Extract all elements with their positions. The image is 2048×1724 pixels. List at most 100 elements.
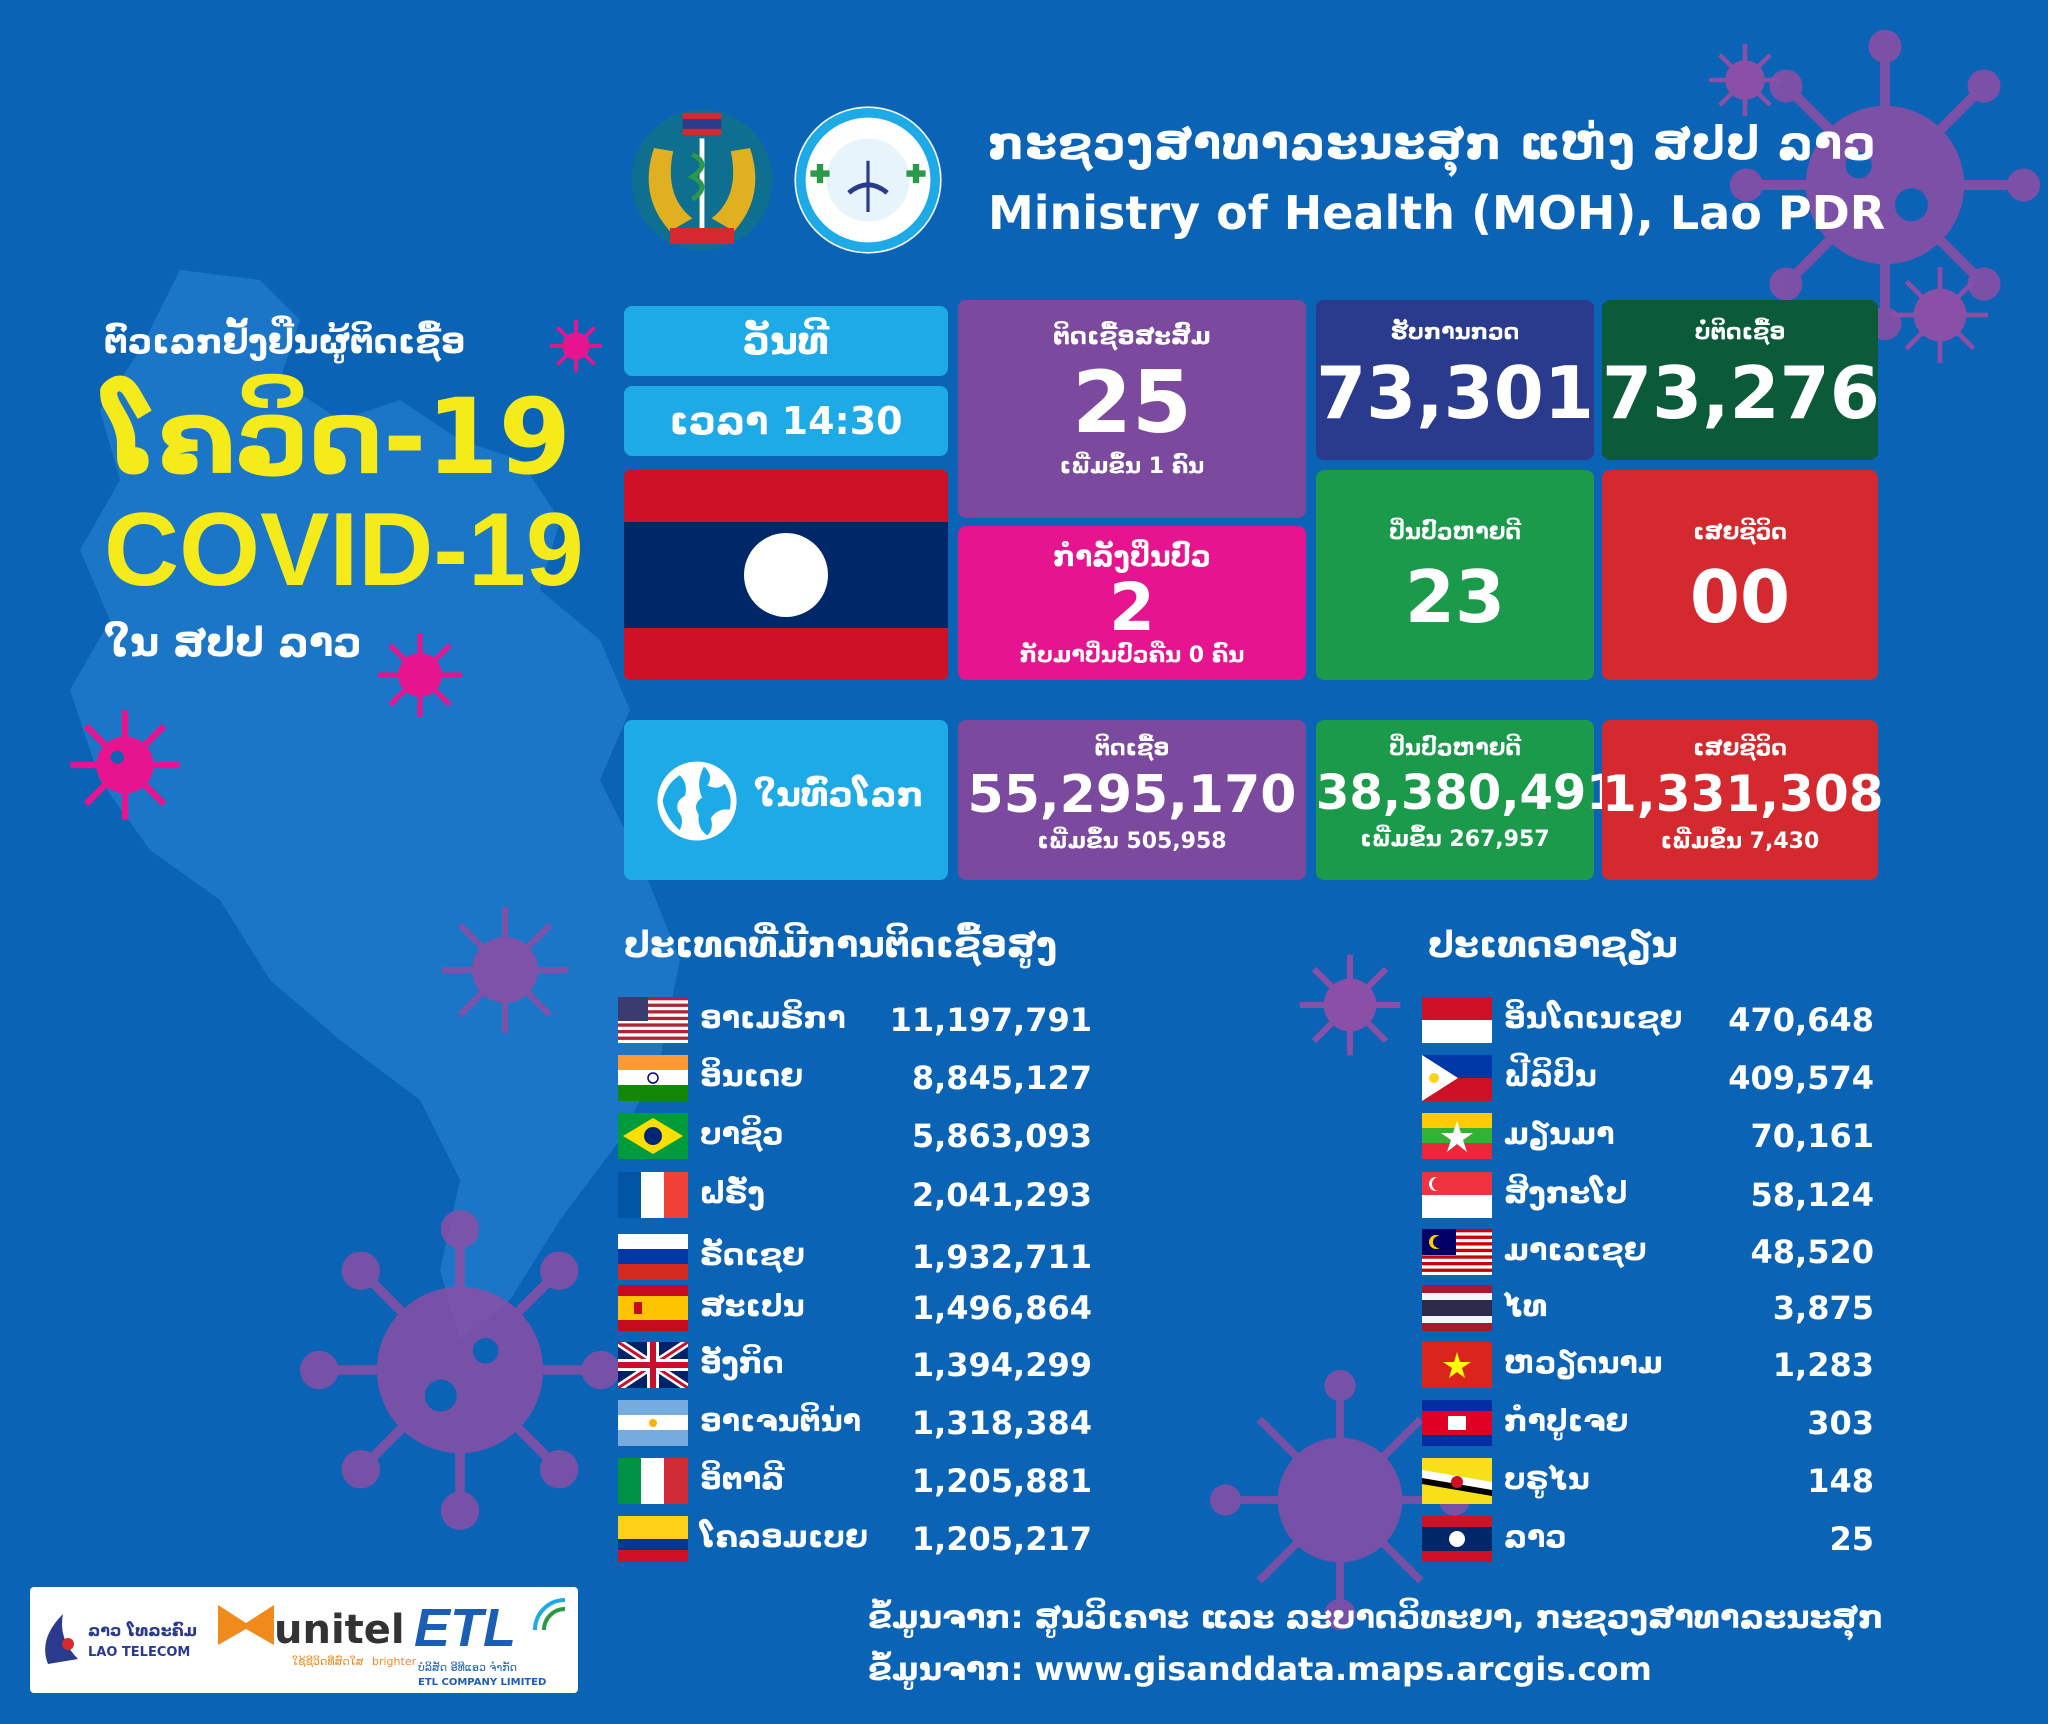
country-cases: 58,124 <box>1750 1176 1874 1214</box>
country-name: ຣັດເຊຍ <box>700 1238 805 1273</box>
flag-ru-icon <box>618 1234 688 1280</box>
lao-telecom-name-en: LAO TELECOM <box>88 1645 191 1660</box>
flag-ar-icon <box>618 1400 688 1446</box>
country-cases: 1,205,881 <box>911 1462 1092 1500</box>
asean-country-row: ມາເລເຊຍ 48,520 <box>1422 1227 1874 1277</box>
country-cases: 1,318,384 <box>911 1404 1092 1442</box>
flag-la-icon <box>1422 1516 1492 1562</box>
country-name: ຟີລິປິນ <box>1504 1059 1597 1094</box>
country-name: ອາເມຣິກາ <box>700 1001 846 1036</box>
country-cases: 409,574 <box>1728 1059 1874 1097</box>
country-cases: 11,197,791 <box>889 1001 1092 1039</box>
country-name: ມາເລເຊຍ <box>1504 1233 1647 1268</box>
top-country-row: ສະເປນ 1,496,864 <box>618 1283 1092 1333</box>
world-infected-label: ຕິດເຊື້ອ <box>1094 736 1170 761</box>
cumulative-value: 25 <box>1072 353 1192 453</box>
time-badge: ເວລາ 14:30 <box>624 386 948 456</box>
worldwide-panel: ໃນທົ່ວໂລກ <box>624 720 948 880</box>
country-name: ກຳປູເຈຍ <box>1504 1404 1629 1439</box>
tested-label: ຮັບການກວດ <box>1390 320 1520 345</box>
unitel-tagline-lao: ໃຊ້ຊີວິດທີ່ສົດໃສ <box>292 1655 364 1668</box>
globe-icon <box>657 761 737 841</box>
country-cases: 48,520 <box>1750 1233 1874 1271</box>
world-deaths-value: 1,331,308 <box>1602 765 1884 823</box>
flag-gb-icon <box>615 1338 691 1392</box>
country-cases: 470,648 <box>1728 1001 1874 1039</box>
country-cases: 8,845,127 <box>911 1059 1092 1097</box>
negative-panel: ບໍ່ຕິດເຊື້ອ 73,276 <box>1602 300 1880 460</box>
recovered-value: 23 <box>1404 555 1506 639</box>
country-name: ອິນໂດເນເຊຍ <box>1504 1001 1683 1036</box>
moh-emblem-logo <box>631 109 773 251</box>
flag-kh-icon <box>1422 1400 1492 1446</box>
etl-logo-text: ETL <box>414 1598 516 1658</box>
world-deaths-increase: ເພີ່ມຂຶ້ນ 7,430 <box>1660 829 1820 854</box>
world-deaths-label: ເສຍຊີວິດ <box>1693 736 1787 761</box>
flag-co-icon <box>618 1516 688 1562</box>
flag-sg-icon <box>1422 1172 1492 1218</box>
title-in-lao-pdr: ໃນ ສປປ ລາວ <box>104 620 362 666</box>
worldwide-label: ໃນທົ່ວໂລກ <box>754 775 924 815</box>
title-covid-lao: ໂຄວິດ-19 <box>104 376 572 498</box>
recovered-panel: ປິ່ນປົວຫາຍດີ 23 <box>1316 470 1594 680</box>
virus-graphic-pink-left <box>70 710 180 820</box>
etl-name-en: ETL COMPANY LIMITED <box>418 1677 547 1688</box>
world-recovered-value: 38,380,491 <box>1316 765 1620 821</box>
country-name: ອິນເດຍ <box>700 1059 804 1094</box>
lao-map-silhouette <box>70 270 680 1340</box>
active-label: ກຳລັງປິ່ນປົວ <box>1053 540 1211 573</box>
country-name: ອາເຈນຕິນ່າ <box>700 1404 862 1439</box>
cumulative-label: ຕິດເຊື້ອສະສົມ <box>1053 322 1211 350</box>
country-cases: 70,161 <box>1750 1117 1874 1155</box>
world-recovered-increase: ເພີ່ມຂຶ້ນ 267,957 <box>1360 827 1550 852</box>
virus-graphic-tiny-top <box>1709 44 1781 116</box>
etl-signal-icon <box>533 1598 566 1631</box>
top-country-row: ຝຣັ່ງ 2,041,293 <box>618 1170 1092 1220</box>
flag-in-icon <box>618 1055 688 1101</box>
flag-th-icon <box>1422 1285 1492 1331</box>
country-cases: 1,283 <box>1772 1346 1874 1384</box>
virus-graphic-purple-center <box>1299 954 1401 1056</box>
world-deaths-panel: ເສຍຊີວິດ 1,331,308 ເພີ່ມຂຶ້ນ 7,430 <box>1602 720 1884 880</box>
flag-ph-icon <box>1422 1055 1492 1101</box>
tested-value: 73,301 <box>1316 351 1594 435</box>
country-name: ບຣູໄນ <box>1504 1462 1590 1497</box>
country-cases: 25 <box>1829 1520 1874 1558</box>
virus-graphic-pink-small <box>549 319 603 373</box>
country-name: ລາວ <box>1504 1520 1567 1555</box>
top-country-row: ອິຕາລີ 1,205,881 <box>618 1456 1092 1506</box>
country-cases: 1,394,299 <box>911 1346 1092 1384</box>
deaths-value: 00 <box>1689 555 1791 639</box>
virus-graphic-bottom-center <box>1210 1370 1470 1630</box>
deaths-panel: ເສຍຊີວິດ 00 <box>1602 470 1878 680</box>
flag-my-icon <box>1422 1229 1492 1275</box>
country-cases: 2,041,293 <box>911 1176 1092 1214</box>
unitel-logo-icon <box>218 1605 274 1645</box>
world-recovered-label: ປິ່ນປົວຫາຍດີ <box>1388 736 1522 761</box>
country-name: ບາຊິວ <box>700 1117 784 1152</box>
flag-vn-icon <box>1422 1342 1492 1388</box>
top-country-row: ອາເຈນຕິນ່າ 1,318,384 <box>618 1398 1092 1448</box>
sponsor-logos: ລາວ ໂທລະຄົມ LAO TELECOM unitel ໃຊ້ຊີວິດທ… <box>30 1587 578 1693</box>
country-name: ອິຕາລີ <box>700 1462 785 1497</box>
flag-us-icon <box>618 997 688 1043</box>
top-countries-title: ປະເທດທີ່ມີການຕິດເຊື້ອສູງ <box>624 925 1058 966</box>
top-country-row: ຣັດເຊຍ 1,932,711 <box>618 1232 1092 1282</box>
cumulative-cases-panel: ຕິດເຊື້ອສະສົມ 25 ເພີ່ມຂຶ້ນ 1 ຄົນ <box>958 300 1306 518</box>
unitel-tagline-en: brighter <box>372 1655 417 1668</box>
asean-country-row: ກຳປູເຈຍ 303 <box>1422 1398 1874 1448</box>
world-infected-increase: ເພີ່ມຂຶ້ນ 505,958 <box>1037 829 1227 854</box>
flag-it-icon <box>618 1458 688 1504</box>
country-name: ສິງກະໂປ <box>1504 1176 1628 1211</box>
country-cases: 5,863,093 <box>911 1117 1092 1155</box>
country-cases: 3,875 <box>1772 1289 1874 1327</box>
cumulative-increase: ເພີ່ມຂຶ້ນ 1 ຄົນ <box>1059 454 1205 479</box>
asean-title: ປະເທດອາຊຽນ <box>1428 925 1678 966</box>
top-country-row: ໂຄລອມເບຍ 1,205,217 <box>618 1514 1092 1564</box>
country-cases: 1,932,711 <box>911 1238 1092 1276</box>
country-name: ສະເປນ <box>700 1289 805 1324</box>
country-cases: 148 <box>1807 1462 1874 1500</box>
negative-value: 73,276 <box>1602 351 1880 435</box>
unitel-name: unitel <box>274 1607 405 1653</box>
etl-name-lao: ບໍລິສັດ ອີທີແອວ ຈຳກັດ <box>418 1661 517 1674</box>
